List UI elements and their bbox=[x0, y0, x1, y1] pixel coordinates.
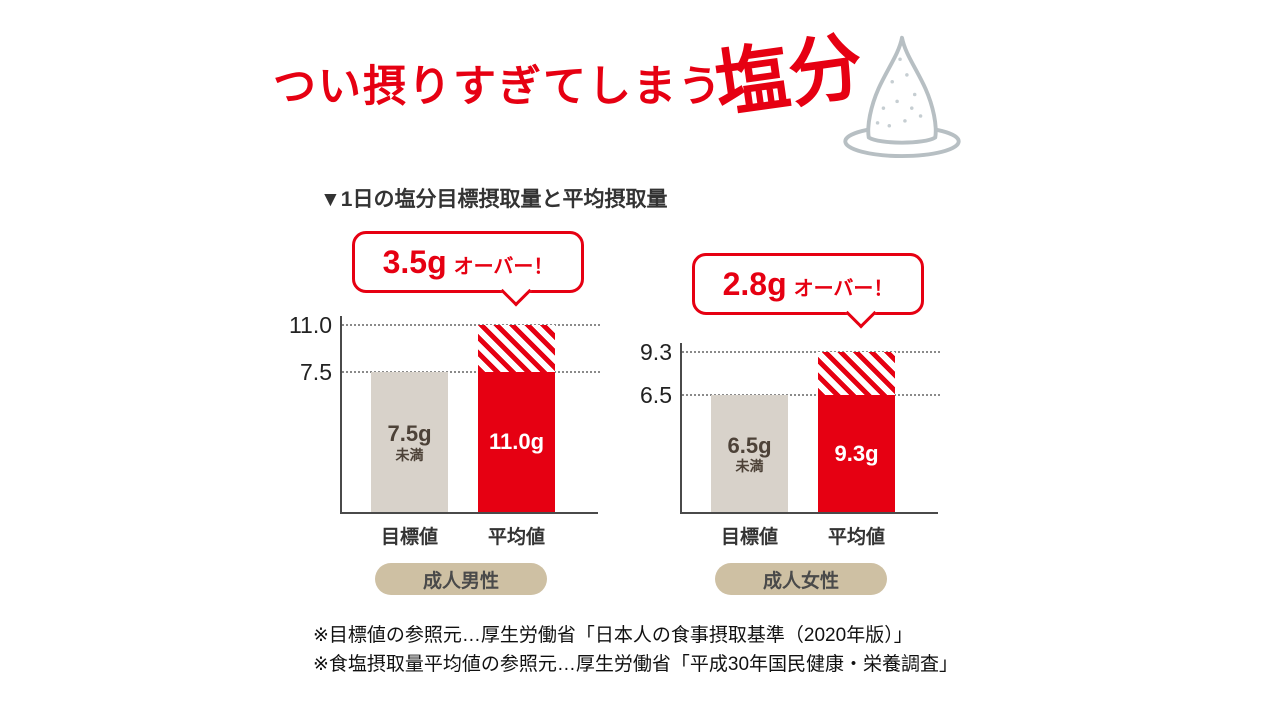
bar-label: 11.0g bbox=[478, 372, 555, 512]
gridline bbox=[342, 324, 600, 326]
bar-label: 6.5g 未満 bbox=[711, 395, 788, 512]
callout-female-suffix: オーバー！ bbox=[793, 277, 894, 300]
callout-tail bbox=[845, 297, 877, 329]
callout-tail bbox=[500, 275, 532, 307]
bar-female-average: 9.3g bbox=[818, 352, 895, 512]
callout-female-amount: 2.8g bbox=[722, 265, 787, 302]
gridline bbox=[342, 371, 600, 373]
footnotes: ※目標値の参照元…厚生労働省「日本人の食事摂取基準（2020年版）」 ※食塩摂取… bbox=[313, 622, 958, 679]
callout-male-amount: 3.5g bbox=[382, 243, 447, 280]
group-pill-male: 成人男性 bbox=[375, 563, 547, 595]
bar-male-average-value: 11.0g bbox=[488, 429, 545, 455]
bar-label: 9.3g bbox=[818, 395, 895, 512]
xlabel-female-average: 平均値 bbox=[827, 527, 885, 548]
callout-male: 3.5g オーバー！ bbox=[352, 231, 584, 307]
bar-female-average-value: 9.3g bbox=[834, 440, 879, 466]
bar-male-target: 7.5g 未満 bbox=[371, 372, 448, 512]
bar-female-target: 6.5g 未満 bbox=[711, 395, 788, 512]
footnote-average-source: ※食塩摂取量平均値の参照元…厚生労働省「平成30年国民健康・栄養調査」 bbox=[313, 653, 959, 675]
xlabel-male-target: 目標値 bbox=[380, 527, 438, 548]
callout-male-suffix: オーバー！ bbox=[453, 255, 554, 278]
bar-male-target-sub: 未満 bbox=[395, 446, 424, 463]
xlabel-female-target: 目標値 bbox=[720, 527, 778, 548]
axis-male bbox=[340, 316, 598, 514]
ytick-female-6-5: 6.5 bbox=[640, 382, 672, 408]
bar-male-average: 11.0g bbox=[478, 325, 555, 512]
bar-female-target-sub: 未満 bbox=[735, 458, 764, 475]
callout-female: 2.8g オーバー！ bbox=[692, 253, 924, 329]
over-hatch bbox=[478, 325, 555, 372]
ytick-male-11: 11.0 bbox=[288, 312, 332, 338]
ytick-male-7-5: 7.5 bbox=[300, 359, 332, 385]
chart-heading: ▼1日の塩分目標摂取量と平均摂取量 bbox=[320, 188, 668, 211]
group-pill-female: 成人女性 bbox=[715, 563, 887, 595]
xlabel-male-average: 平均値 bbox=[487, 527, 545, 548]
gridline bbox=[682, 394, 940, 396]
over-hatch bbox=[818, 352, 895, 395]
bar-male-target-value: 7.5g bbox=[387, 421, 432, 447]
gridline bbox=[682, 351, 940, 353]
page-title: つい摂りすぎてしまう bbox=[273, 63, 723, 111]
bar-label: 7.5g 未満 bbox=[371, 372, 448, 512]
footnote-target-source: ※目標値の参照元…厚生労働省「日本人の食事摂取基準（2020年版）」 bbox=[313, 625, 913, 646]
salt-pile-icon bbox=[838, 28, 966, 160]
ytick-female-9-3: 9.3 bbox=[640, 339, 672, 365]
bar-female-target-value: 6.5g bbox=[727, 432, 772, 458]
axis-female bbox=[680, 343, 938, 514]
